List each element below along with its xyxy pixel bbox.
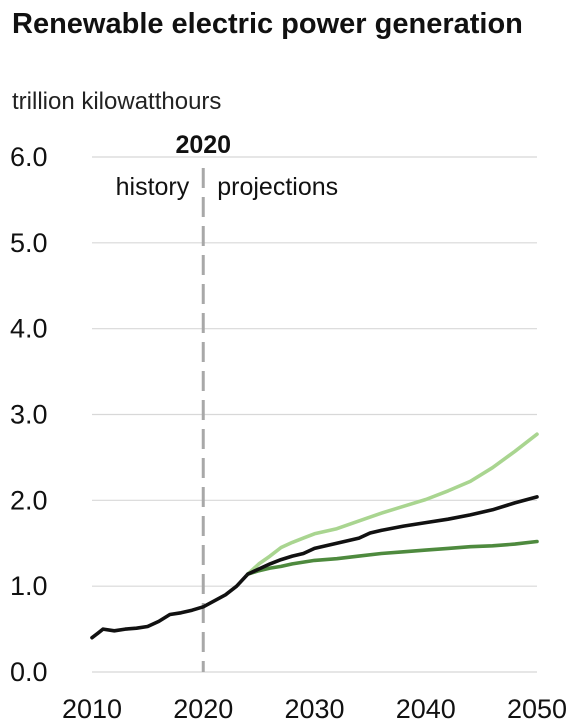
series-line-reference [246,495,539,576]
x-tick-label: 2040 [396,694,456,724]
y-axis-tick-labels: 0.0 1.0 2.0 3.0 4.0 5.0 6.0 [10,142,48,687]
chart-subtitle: trillion kilowatthours [12,88,222,115]
chart-title: Renewable electric power generation [12,8,523,40]
y-tick-label: 4.0 [10,314,48,344]
series-line-history [90,572,250,640]
projections-label: projections [217,173,338,201]
y-tick-label: 3.0 [10,400,48,430]
divider-year-label: 2020 [175,131,231,159]
series-lines [90,432,539,640]
history-label: history [116,173,190,201]
y-tick-label: 5.0 [10,228,48,258]
x-axis-tick-labels: 2010 2020 2030 2040 2050 [62,694,567,724]
series-line-high [246,432,539,576]
y-tick-label: 6.0 [10,142,48,172]
series-line-low [246,539,539,576]
x-tick-label: 2050 [507,694,567,724]
x-tick-label: 2020 [173,694,233,724]
x-tick-label: 2030 [284,694,344,724]
y-tick-label: 0.0 [10,657,48,687]
y-tick-label: 2.0 [10,485,48,515]
y-tick-label: 1.0 [10,571,48,601]
x-tick-label: 2010 [62,694,122,724]
gridlines [92,156,537,673]
